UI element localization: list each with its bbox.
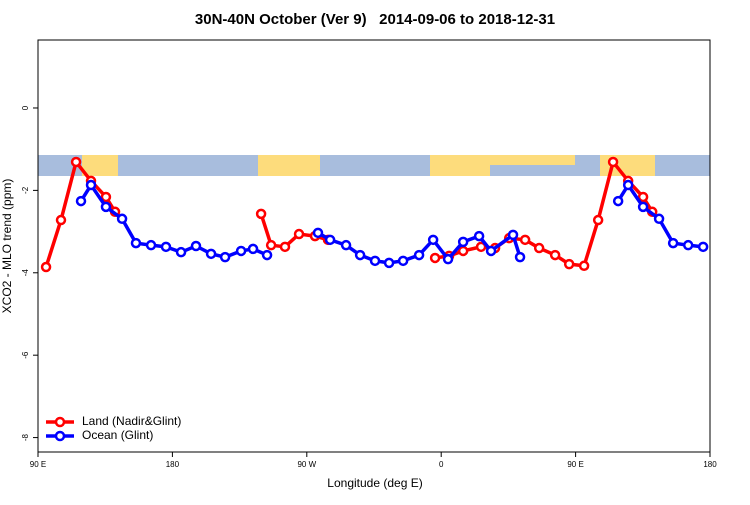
data-point xyxy=(653,213,665,225)
data-point xyxy=(622,179,634,191)
data-point xyxy=(457,236,469,248)
data-point xyxy=(607,156,619,168)
y-tick-label: 0 xyxy=(21,105,30,110)
y-tick-label: -2 xyxy=(21,186,30,194)
data-point xyxy=(442,253,454,265)
data-point xyxy=(682,239,694,251)
data-point xyxy=(340,239,352,251)
data-point xyxy=(413,249,425,261)
data-point xyxy=(514,251,526,263)
data-point xyxy=(100,191,112,203)
x-tick-label: 90 E xyxy=(30,460,46,469)
data-point xyxy=(507,229,519,241)
y-tick-label: -4 xyxy=(21,269,30,277)
data-point xyxy=(475,241,487,253)
data-point xyxy=(519,234,531,246)
data-point xyxy=(637,201,649,213)
data-point xyxy=(667,237,679,249)
data-point xyxy=(354,249,366,261)
x-tick-label: 180 xyxy=(703,460,717,469)
data-point xyxy=(247,243,259,255)
data-point xyxy=(116,213,128,225)
data-point xyxy=(55,214,67,226)
data-point xyxy=(612,195,624,207)
data-point xyxy=(592,214,604,226)
x-tick-label: 90 W xyxy=(297,460,316,469)
data-point xyxy=(100,201,112,213)
map-land xyxy=(82,155,118,176)
x-tick-label: 180 xyxy=(166,460,180,469)
data-point xyxy=(235,245,247,257)
data-point xyxy=(85,179,97,191)
map-land xyxy=(258,155,320,176)
data-point xyxy=(75,195,87,207)
legend-marker xyxy=(54,430,66,442)
x-axis-label: Longitude (deg E) xyxy=(327,476,422,490)
data-point xyxy=(312,227,324,239)
data-point xyxy=(549,249,561,261)
data-point xyxy=(324,234,336,246)
data-point xyxy=(205,248,217,260)
data-point xyxy=(473,230,485,242)
data-point xyxy=(485,245,497,257)
data-point xyxy=(145,239,157,251)
map-land xyxy=(430,155,575,165)
legend-marker xyxy=(54,416,66,428)
data-point xyxy=(279,241,291,253)
y-axis-label: XCO2 - MLO trend (ppm) xyxy=(0,179,14,314)
x-tick-label: 0 xyxy=(439,460,444,469)
plot-frame xyxy=(37,39,711,453)
chart-title: 30N-40N October (Ver 9) 2014-09-06 to 20… xyxy=(195,11,555,28)
data-point xyxy=(255,208,267,220)
data-point xyxy=(457,245,469,257)
data-point xyxy=(397,255,409,267)
data-point xyxy=(427,234,439,246)
map-land xyxy=(430,165,490,176)
map-land xyxy=(600,155,655,176)
data-point xyxy=(261,249,273,261)
x-tick-label: 90 E xyxy=(567,460,583,469)
data-point xyxy=(190,240,202,252)
y-tick-label: -6 xyxy=(21,351,30,359)
data-point xyxy=(533,242,545,254)
data-point xyxy=(429,252,441,264)
data-point xyxy=(70,156,82,168)
series-line xyxy=(79,181,704,265)
data-point xyxy=(40,261,52,273)
data-point xyxy=(175,246,187,258)
data-point xyxy=(265,239,277,251)
data-point xyxy=(578,260,590,272)
y-tick-label: -8 xyxy=(21,433,30,441)
series-line xyxy=(44,158,654,268)
data-point xyxy=(160,241,172,253)
data-point xyxy=(383,257,395,269)
data-point xyxy=(130,237,142,249)
data-point xyxy=(293,228,305,240)
data-point xyxy=(369,255,381,267)
legend-label: Land (Nadir&Glint) xyxy=(82,414,181,428)
data-point xyxy=(219,251,231,263)
legend-label: Ocean (Glint) xyxy=(82,428,153,442)
data-point xyxy=(563,258,575,270)
data-point xyxy=(637,191,649,203)
data-point xyxy=(697,241,709,253)
